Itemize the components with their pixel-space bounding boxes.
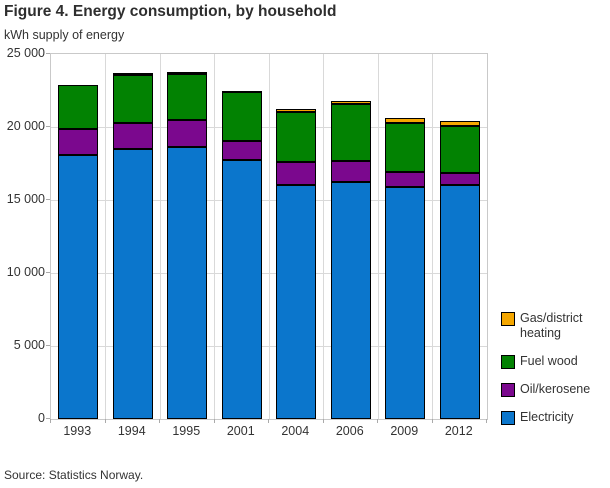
x-axis-tick (322, 419, 324, 423)
v-gridline (214, 54, 215, 419)
bar-segment-fuel-wood (58, 85, 99, 130)
y-axis-tick (46, 53, 50, 54)
legend-label: Electricity (520, 409, 574, 424)
bar-segment-gas-district-heating (112, 72, 153, 76)
x-axis-label: 1993 (63, 424, 92, 438)
bar-segment-oil-kerosene (167, 119, 208, 148)
bar-segment-electricity (276, 185, 317, 419)
legend-label: Fuel wood (520, 353, 578, 368)
x-axis-label: 2012 (444, 424, 473, 438)
bar-segment-electricity (112, 148, 153, 419)
x-axis-label: 2009 (390, 424, 419, 438)
legend-item: Electricity (501, 410, 606, 425)
legend-swatch-icon (501, 354, 515, 369)
y-axis-label: 20 000 (6, 119, 45, 133)
bar-segment-electricity (221, 159, 262, 419)
chart-title: Figure 4. Energy consumption, by househo… (4, 3, 337, 20)
bar-segment-fuel-wood (112, 75, 153, 123)
v-gridline (323, 54, 324, 419)
y-axis-label: 5 000 (13, 338, 45, 352)
v-gridline (105, 54, 106, 419)
bar-segment-fuel-wood (221, 91, 262, 141)
bar-segment-fuel-wood (385, 122, 426, 172)
x-axis-label: 2004 (281, 424, 310, 438)
bar-segment-oil-kerosene (276, 162, 317, 186)
bar-segment-oil-kerosene (58, 129, 99, 155)
y-axis-label: 0 (38, 411, 45, 425)
x-axis-tick (431, 419, 433, 423)
legend-label: Gas/district heating (520, 311, 583, 340)
bar-segment-oil-kerosene (112, 122, 153, 149)
y-axis-label: 10 000 (6, 265, 45, 279)
x-axis-tick (486, 419, 487, 423)
y-axis-tick (46, 345, 50, 346)
y-axis-title: kWh supply of energy (4, 28, 125, 42)
y-axis-label: 25 000 (6, 46, 45, 60)
legend: Gas/district heating Fuel wood Oil/kerosen… (501, 311, 606, 425)
y-axis-tick (46, 126, 50, 127)
bar-segment-oil-kerosene (439, 172, 480, 186)
legend-label: Oil/kerosene (520, 381, 591, 396)
v-gridline (377, 54, 379, 419)
bar-segment-oil-kerosene (330, 160, 371, 182)
bar-segment-electricity (330, 181, 371, 419)
bar-segment-electricity (439, 185, 480, 419)
source-text: Source: Statistics Norway. (4, 468, 144, 482)
bar-segment-fuel-wood (330, 104, 371, 161)
x-axis-label: 2006 (335, 424, 364, 438)
bar-segment-gas-district-heating (167, 72, 208, 75)
legend-item: Oil/kerosene (501, 382, 606, 397)
v-gridline (159, 54, 161, 419)
bar-segment-oil-kerosene (221, 140, 262, 160)
legend-item: Fuel wood (501, 354, 606, 369)
legend-swatch-icon (501, 382, 515, 397)
legend-swatch-icon (501, 410, 515, 425)
x-axis-label: 2001 (226, 424, 255, 438)
x-axis-tick (268, 419, 269, 423)
bar-segment-fuel-wood (167, 73, 208, 120)
bar-segment-fuel-wood (439, 126, 480, 173)
bar-segment-electricity (58, 154, 99, 419)
y-axis-tick (46, 272, 50, 273)
bar-segment-electricity (385, 186, 426, 419)
bar-segment-electricity (167, 147, 208, 419)
y-axis-label: 15 000 (6, 192, 45, 206)
bar-segment-gas-district-heating (276, 109, 317, 112)
v-gridline (268, 54, 270, 419)
v-gridline (432, 54, 433, 419)
y-axis-tick (46, 199, 50, 200)
x-axis-tick (104, 419, 106, 423)
x-axis-tick (50, 419, 51, 423)
bar-segment-gas-district-heating (330, 100, 371, 105)
x-axis-label: 1994 (117, 424, 146, 438)
x-axis-tick (159, 419, 160, 423)
legend-swatch-icon (501, 312, 515, 326)
bar-segment-gas-district-heating (385, 118, 426, 123)
legend-item: Gas/district heating (501, 311, 606, 341)
plot-area (50, 53, 488, 420)
bar-segment-oil-kerosene (385, 171, 426, 187)
x-axis-tick (213, 419, 215, 423)
x-axis-tick (377, 419, 378, 423)
y-axis-tick (46, 418, 50, 419)
x-axis-label: 1995 (172, 424, 201, 438)
bar-segment-gas-district-heating (221, 90, 262, 93)
bar-segment-fuel-wood (276, 111, 317, 163)
bar-segment-gas-district-heating (439, 121, 480, 127)
